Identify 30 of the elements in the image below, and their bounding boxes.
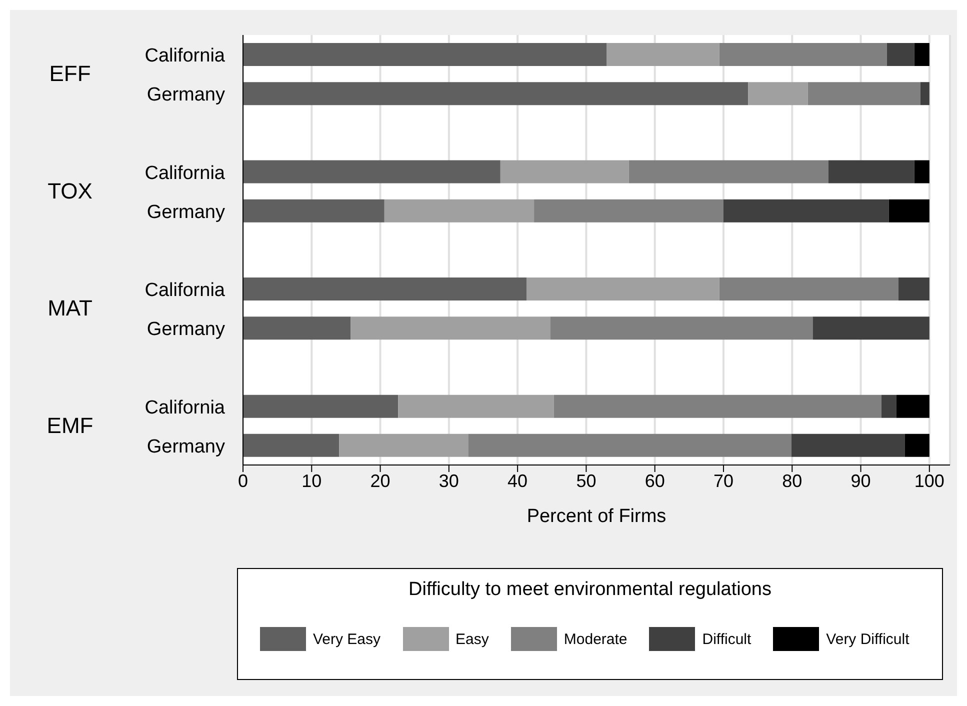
x-tick-label: 80 <box>782 470 802 491</box>
x-tick-label: 90 <box>850 470 871 491</box>
x-tick-label: 30 <box>438 470 459 491</box>
y-tick-label: Germany <box>146 84 226 106</box>
legend-title: Difficulty to meet environmental regulations <box>408 579 772 601</box>
legend-label: Easy <box>456 630 489 648</box>
x-tick-label: 50 <box>576 470 596 491</box>
text: EFF <box>49 61 91 86</box>
x-tick-label: 40 <box>508 470 528 491</box>
y-tick-label: California <box>144 46 226 67</box>
x-tick-label: 60 <box>644 470 665 491</box>
legend-label: Very Difficult <box>826 630 910 648</box>
x-tick-label: 70 <box>713 470 734 491</box>
y-tick-label: Germany <box>146 319 226 340</box>
y-tick-label: California <box>144 397 226 418</box>
y-tick-label: Germany <box>146 436 226 458</box>
text: EMF <box>46 412 94 438</box>
x-tick-label: 10 <box>302 470 322 491</box>
x-tick-label: 0 <box>238 470 248 491</box>
x-tick-label: 100 <box>914 470 944 491</box>
x-tick-label: 20 <box>370 470 390 491</box>
y-tick-label: California <box>144 280 226 302</box>
text: MAT <box>48 296 92 321</box>
legend-label: Very Easy <box>313 630 381 648</box>
text: TOX <box>48 178 93 204</box>
y-tick-label: California <box>144 162 226 184</box>
x-axis-title: Percent of Firms <box>526 506 666 527</box>
legend-label: Moderate <box>564 630 628 648</box>
legend-label: Difficult <box>702 630 752 648</box>
y-tick-label: Germany <box>146 202 226 223</box>
